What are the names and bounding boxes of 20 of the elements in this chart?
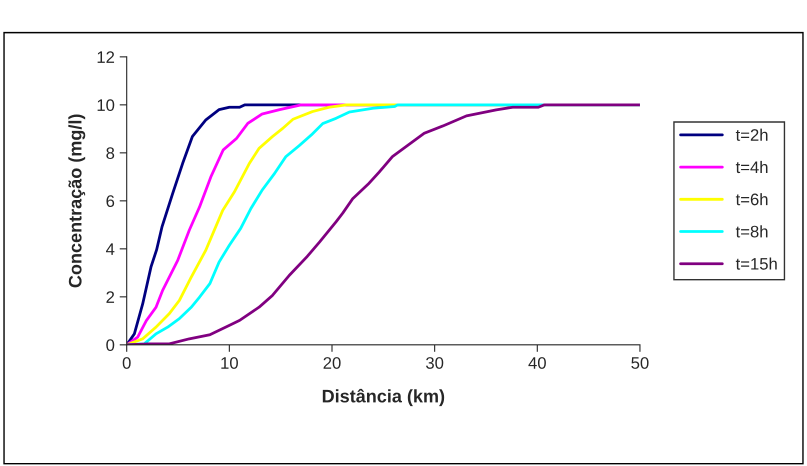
x-axis-title: Distância (km)	[322, 388, 444, 406]
x-tick-label: 50	[631, 357, 649, 369]
y-axis-title: Concentração (mg/l)	[68, 114, 86, 288]
x-tick-label: 40	[528, 357, 546, 369]
legend-label: t=2h	[736, 128, 768, 141]
x-tick-label: 30	[426, 357, 444, 369]
x-tick-label: 10	[221, 357, 238, 369]
legend-label: t=6h	[736, 193, 768, 206]
y-tick-label: 4	[106, 243, 114, 255]
legend-label: t=15h	[736, 257, 777, 270]
legend-label: t=8h	[736, 225, 768, 238]
y-tick-label: 0	[106, 339, 114, 352]
y-tick-label: 6	[106, 195, 114, 208]
y-tick-label: 2	[106, 291, 114, 303]
legend-label: t=4h	[736, 160, 768, 174]
y-tick-label: 10	[98, 99, 114, 112]
x-tick-label: 20	[324, 357, 341, 369]
x-tick-label: 0	[122, 357, 131, 369]
y-tick-label: 12	[98, 51, 114, 63]
y-tick-label: 8	[106, 147, 114, 160]
